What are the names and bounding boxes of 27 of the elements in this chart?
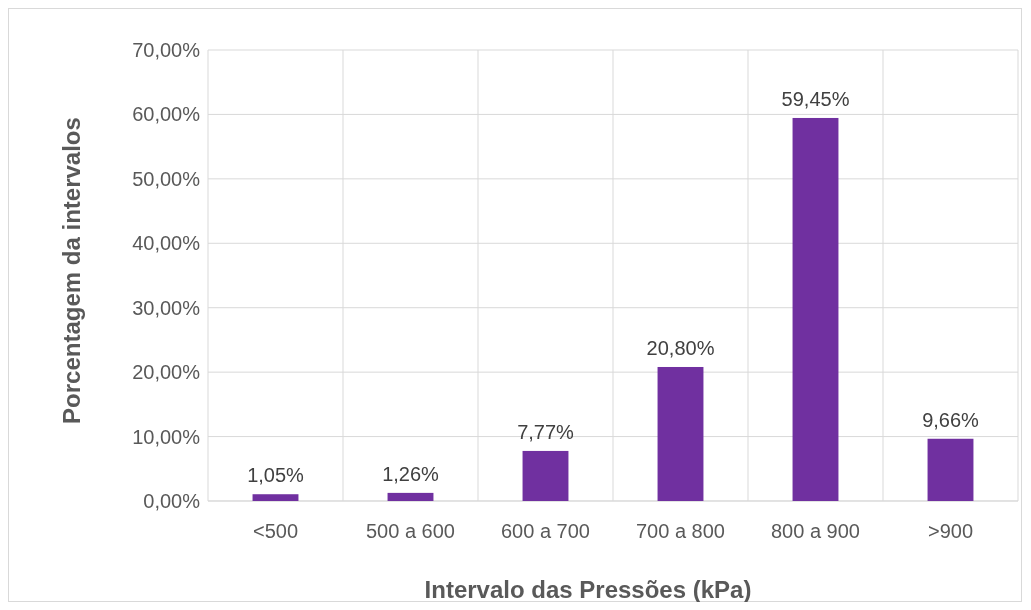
y-tick-label: 60,00%: [132, 103, 201, 126]
y-tick-label: 40,00%: [132, 232, 201, 255]
y-tick-label: 50,00%: [132, 167, 201, 190]
data-label: 1,26%: [382, 462, 440, 485]
bar: [387, 492, 434, 501]
bar: [792, 117, 839, 501]
bar: [657, 366, 704, 501]
data-label: 7,77%: [517, 420, 575, 443]
data-label: 20,80%: [646, 336, 715, 359]
x-tick-label: 800 a 900: [771, 520, 860, 542]
x-tick-label: >900: [927, 520, 974, 542]
bar: [252, 494, 299, 501]
y-tick-label: 20,00%: [132, 361, 201, 384]
x-tick-label: <500: [252, 520, 299, 542]
y-tick-label: 70,00%: [132, 39, 201, 61]
data-label: 9,66%: [922, 408, 980, 431]
data-label: 59,45%: [781, 87, 850, 110]
bar: [927, 438, 974, 501]
x-tick-label: 500 a 600: [366, 520, 455, 542]
y-axis-title: Porcentagem da intervalos: [58, 117, 85, 424]
x-tick-label: 700 a 800: [636, 520, 725, 542]
x-tick-label: 600 a 700: [501, 520, 590, 542]
y-tick-label: 30,00%: [132, 296, 201, 319]
y-tick-label: 10,00%: [132, 425, 201, 448]
bar: [522, 450, 569, 501]
data-label: 1,05%: [247, 464, 305, 487]
y-tick-label: 0,00%: [143, 490, 201, 512]
